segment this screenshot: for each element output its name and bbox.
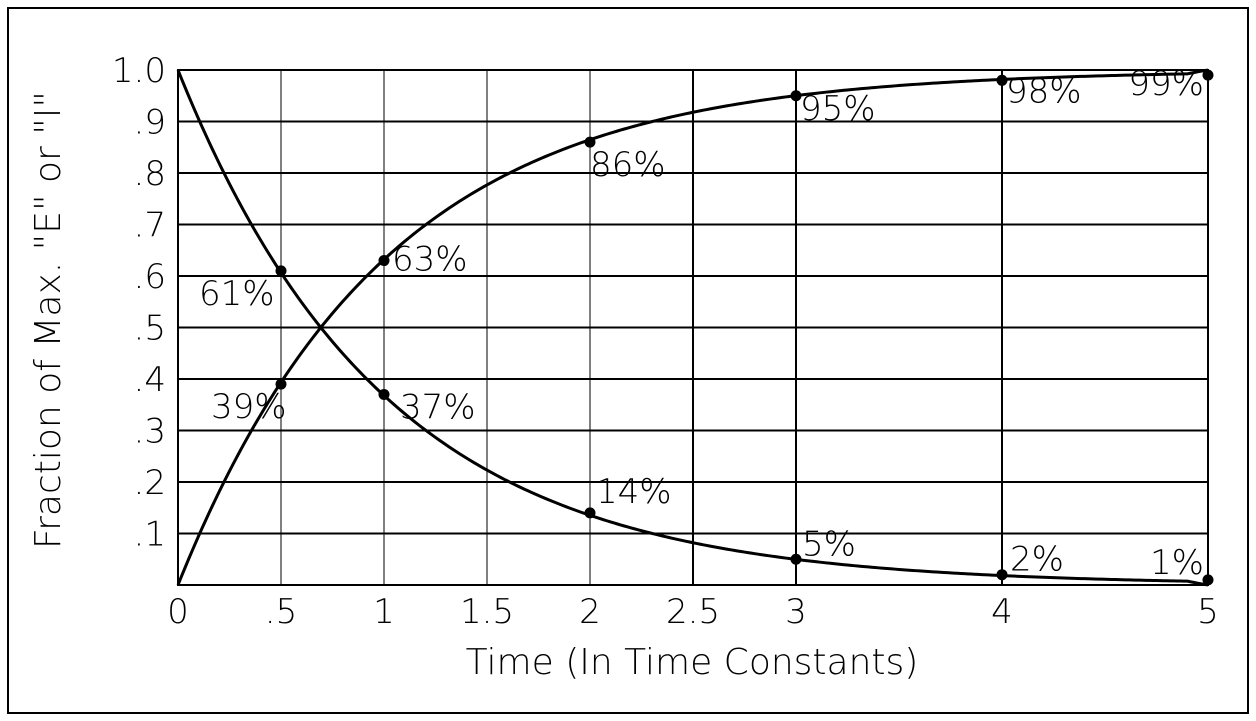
y-tick-label: .6 (134, 257, 166, 297)
curves (176, 68, 1209, 587)
x-tick-label: 3 (785, 592, 807, 632)
rise-point-label: 99% (1128, 64, 1204, 104)
decay-point (790, 553, 802, 565)
decay-point-label: 2% (1010, 540, 1064, 580)
x-axis-title: Time (In Time Constants) (466, 642, 919, 683)
decay-point-label: 37% (400, 387, 476, 427)
y-tick-label: .7 (134, 206, 166, 246)
decay-curve (176, 69, 1209, 587)
x-tick-label: 1 (373, 592, 395, 632)
x-tick-label: 1.5 (460, 592, 514, 632)
x-tick-label: 2.5 (666, 592, 720, 632)
decay-point-label: 61% (199, 274, 275, 314)
y-tick-label: .5 (134, 309, 166, 349)
decay-point-label: 14% (596, 472, 672, 512)
y-tick-label: .8 (134, 154, 166, 194)
x-tick-label: .5 (265, 592, 297, 632)
y-tick-label: .4 (134, 360, 166, 400)
rise-point (790, 90, 802, 102)
rise-point (584, 136, 596, 148)
y-tick-label: .1 (134, 515, 166, 555)
decay-point (996, 569, 1008, 581)
rise-point (378, 255, 390, 267)
rise-point (275, 378, 287, 390)
y-axis-title: Fraction of Max. "E" or "I" (28, 91, 69, 549)
x-tick-label: 4 (991, 592, 1013, 632)
rise-point-label: 63% (392, 240, 468, 280)
rise-curve (176, 68, 1209, 586)
y-tick-label: .3 (134, 412, 166, 452)
decay-point-label: 5% (802, 524, 856, 564)
y-tick-label: .9 (134, 103, 166, 143)
rise-point-label: 39% (211, 387, 287, 427)
decay-point (584, 507, 596, 519)
rise-point (996, 74, 1008, 86)
rise-point-label: 98% (1006, 71, 1082, 111)
x-tick-label: 0 (167, 592, 189, 632)
tick-labels: .1 .2 .3 .4 .5 .6 .7 .8 .9 1.0 0 .5 1 1.5 2 2.5 3 4 5 (112, 51, 1219, 632)
x-tick-label: 5 (1197, 592, 1219, 632)
y-tick-label: .2 (134, 463, 166, 503)
decay-point (275, 265, 287, 277)
rise-point (1202, 69, 1214, 81)
data-points: 39% 63% 86% 95% 98% 99% 61% 37% 14% 5% 2% 1% (199, 64, 1214, 586)
grid (177, 69, 1209, 586)
decay-point (378, 388, 390, 400)
y-tick-label: 1.0 (112, 51, 166, 91)
decay-point (1202, 574, 1214, 586)
rise-point-label: 95% (800, 89, 876, 129)
x-tick-label: 2 (579, 592, 601, 632)
rise-point-label: 86% (590, 145, 666, 185)
decay-point-label: 1% (1150, 543, 1204, 583)
outer-frame (7, 7, 1249, 714)
